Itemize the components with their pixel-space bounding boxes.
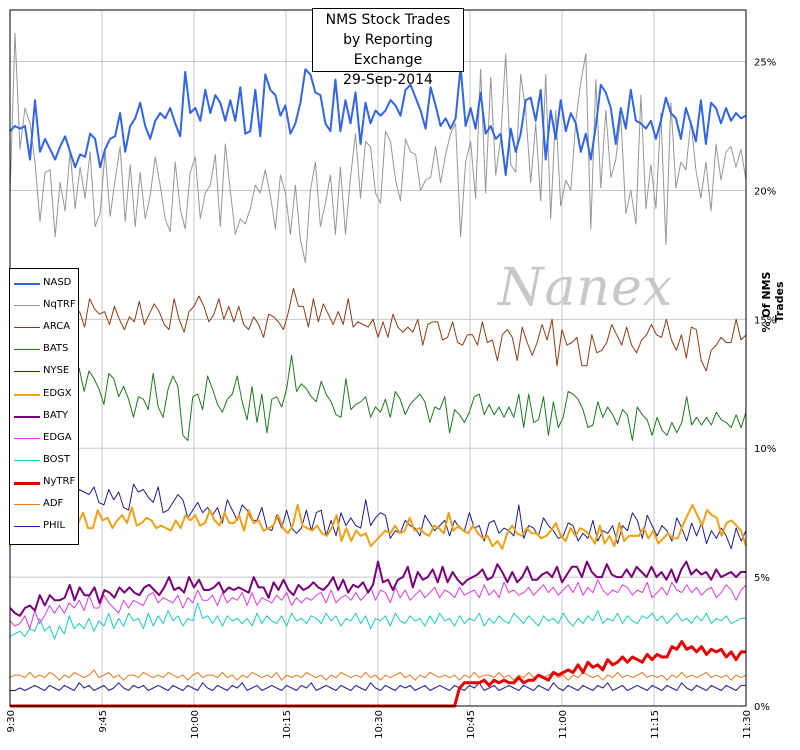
legend-item: EDGX: [10, 385, 78, 405]
legend-swatch: [14, 371, 40, 373]
legend-swatch: [14, 437, 40, 439]
legend-swatch: [14, 504, 40, 505]
x-tick-label: 10:30: [374, 710, 385, 739]
legend-item: BATY: [10, 407, 78, 427]
series-line-arca: [9, 287, 747, 372]
legend-label: BATY: [43, 409, 69, 421]
y-tick-label: 15%: [754, 315, 776, 326]
series-line-edgx: [9, 501, 747, 550]
x-tick-label: 11:15: [650, 710, 661, 739]
legend-label: BOST: [43, 453, 71, 465]
series-line-phil: [10, 682, 746, 691]
series-line-baty: [9, 560, 746, 617]
y-tick-label: 5%: [754, 573, 770, 584]
legend-swatch: [14, 305, 40, 307]
series-line-bost: [9, 602, 746, 640]
legend-label: ADF: [43, 498, 64, 509]
legend-item: ARCA: [10, 318, 78, 338]
legend-item: BATS: [10, 340, 78, 360]
title-line-2: by Reporting Exchange: [343, 32, 433, 68]
legend-swatch: [14, 283, 40, 285]
legend-item: NqTRF: [10, 296, 78, 316]
legend-item: EDGA: [10, 429, 78, 449]
legend-item: NyTRF: [10, 473, 78, 493]
series-lines: [9, 32, 747, 708]
y-tick-label: 0%: [754, 702, 770, 713]
legend-label: EDGA: [43, 431, 72, 443]
series-line-bats: [9, 344, 747, 441]
x-tick-label: 11:30: [742, 710, 753, 739]
legend-item: PHIL: [10, 517, 78, 537]
legend-label: BATS: [43, 343, 69, 355]
legend-item: BOST: [10, 451, 78, 471]
series-line-nqtrf: [9, 32, 747, 264]
y-axis-label: % Of NMS Trades: [760, 271, 786, 333]
legend-swatch: [14, 393, 40, 396]
legend-item: NYSE: [10, 362, 78, 382]
legend-swatch: [14, 526, 40, 528]
legend-label: NASD: [43, 277, 72, 288]
legend-swatch: [14, 327, 40, 329]
chart-title: NMS Stock Trades by Reporting Exchange 2…: [312, 8, 464, 88]
y-axis: 0% 5% 10% 15% 20% 25%: [754, 58, 776, 713]
legend-label: PHIL: [43, 520, 66, 532]
x-axis: 9:30 9:45 10:00 10:15 10:30 10:45 11:00 11:15 11…: [6, 710, 753, 739]
series-line-adf: [9, 669, 747, 681]
y-tick-label: 10%: [754, 444, 776, 455]
legend-label: ARCA: [43, 321, 71, 333]
legend-label: NyTRF: [43, 475, 76, 487]
legend-swatch: [14, 415, 40, 418]
x-tick-label: 9:45: [98, 710, 109, 732]
x-tick-label: 10:00: [190, 710, 201, 739]
legend-swatch: [14, 459, 40, 461]
x-tick-label: 10:45: [466, 710, 477, 739]
legend-item: NASD: [10, 274, 78, 294]
series-line-nasd: [9, 65, 747, 176]
legend-swatch: [14, 481, 40, 485]
title-line-1: NMS Stock Trades: [325, 12, 451, 28]
x-tick-label: 10:15: [282, 710, 293, 739]
series-line-edga: [9, 579, 747, 630]
legend: NASD NqTRF ARCA BATS NYSE EDGX BATY EDGA BOST NyT…: [9, 268, 79, 545]
legend-label: NYSE: [43, 365, 70, 377]
y-tick-label: 25%: [754, 58, 776, 69]
watermark: Nanex: [498, 258, 674, 318]
series-line-nyse: [9, 468, 747, 550]
x-tick-label: 11:00: [558, 710, 569, 739]
y-tick-label: 20%: [754, 186, 776, 197]
title-line-3: 29-Sep-2014: [343, 72, 433, 88]
x-tick-label: 9:30: [6, 710, 17, 732]
legend-label: EDGX: [43, 387, 72, 399]
legend-label: NqTRF: [43, 299, 76, 311]
legend-item: ADF: [10, 495, 78, 515]
legend-swatch: [14, 349, 40, 351]
